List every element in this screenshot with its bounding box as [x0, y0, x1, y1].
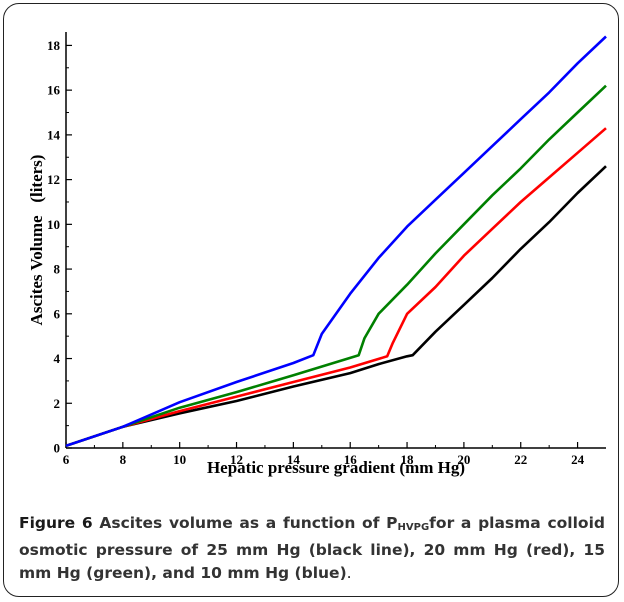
caption-trailing: .: [346, 564, 352, 582]
y-tick-label: 8: [54, 262, 61, 277]
series-line: [65, 165, 607, 448]
series-line: [65, 84, 607, 448]
x-ticks: 6 8 10 12 14 16 18 20 22 24: [63, 442, 585, 467]
figure-frame: [3, 3, 619, 597]
y-axis-title: Ascites Volume (liters): [27, 155, 46, 326]
series-line: [65, 127, 607, 448]
y-tick-label: 16: [47, 83, 61, 98]
x-tick-label: 20: [457, 452, 470, 467]
x-tick-label: 8: [120, 452, 127, 467]
y-ticks: 0 2 4 6 8 10 12 14 16 18: [47, 38, 72, 456]
axes: [65, 32, 606, 449]
x-tick-label: 16: [344, 452, 358, 467]
x-tick-label: 24: [571, 452, 585, 467]
y-tick-label: 18: [47, 38, 61, 53]
y-tick-label: 12: [47, 172, 60, 187]
y-tick-label: 4: [54, 351, 61, 366]
x-tick-label: 18: [401, 452, 415, 467]
figure-label: Figure 6: [19, 514, 93, 532]
figure-caption: Figure 6 Ascites volume as a function of…: [19, 512, 605, 585]
y-tick-label: 14: [47, 127, 61, 142]
x-axis-title: Hepatic pressure gradient (mm Hg): [207, 458, 465, 477]
y-tick-label: 6: [54, 306, 61, 321]
caption-text-after-sub: for a plasma colloid osmotic pressure of…: [19, 514, 605, 582]
x-tick-label: 12: [230, 452, 243, 467]
caption-text-before-sub: Ascites volume as a function of P: [92, 514, 398, 532]
y-tick-label: 10: [47, 217, 60, 232]
x-tick-label: 22: [514, 452, 527, 467]
x-tick-label: 6: [63, 452, 70, 467]
y-tick-label: 2: [54, 396, 61, 411]
x-tick-label: 14: [287, 452, 301, 467]
series-line: [65, 35, 607, 448]
caption-subscript: HVPG: [397, 522, 430, 533]
series-group: [65, 35, 607, 448]
x-tick-label: 10: [173, 452, 186, 467]
y-tick-label: 0: [54, 441, 61, 456]
